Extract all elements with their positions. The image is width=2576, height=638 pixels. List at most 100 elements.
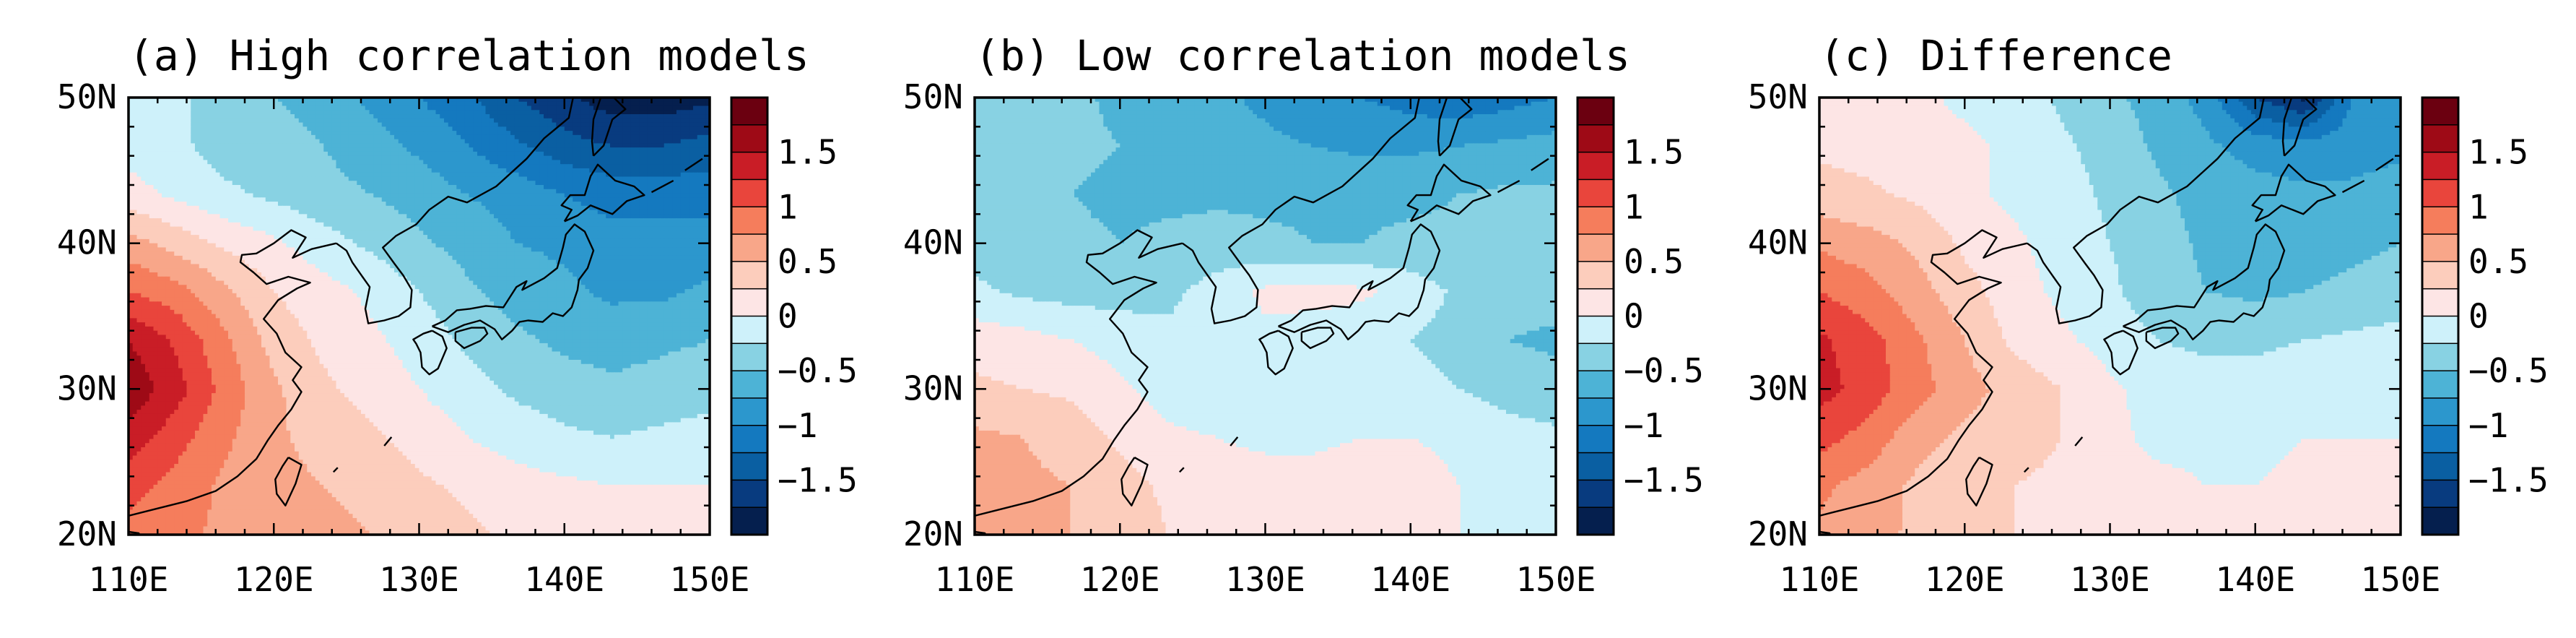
lon-tick-label: 130E — [379, 560, 459, 599]
colorbar-swatch — [731, 288, 768, 317]
colorbar-swatch — [731, 206, 768, 236]
colorbar-swatch — [1577, 479, 1614, 509]
colorbar-swatch — [2421, 288, 2459, 317]
colorbar-swatch — [1577, 233, 1614, 263]
colorbar-swatch — [731, 261, 768, 290]
colorbar-label: 0.5 — [1624, 242, 1684, 281]
colorbar-swatch — [2421, 151, 2459, 181]
lon-tick-label: 130E — [1225, 560, 1305, 599]
lon-tick-label: 110E — [89, 560, 169, 599]
colorbar-label: −1.5 — [1624, 460, 1704, 499]
lon-tick-label: 150E — [670, 560, 750, 599]
colorbar-swatch — [731, 315, 768, 345]
lat-tick-label: 50N — [903, 77, 963, 116]
colorbar-swatch — [1577, 452, 1614, 481]
lat-tick-label: 50N — [1748, 77, 1808, 116]
colorbar-swatch — [1577, 342, 1614, 372]
colorbar-swatch — [2421, 452, 2459, 481]
colorbar-swatch — [731, 233, 768, 263]
lon-tick-label: 110E — [1780, 560, 1860, 599]
lon-tick-label: 140E — [1370, 560, 1450, 599]
colorbar-label: −1 — [1624, 406, 1663, 445]
colorbar-swatch — [731, 425, 768, 454]
colorbar: 1.5 1 0.5 0 −0.5 −1 −1.5 — [2421, 96, 2549, 536]
colorbar-label: 0 — [1624, 297, 1644, 336]
colorbar-swatch — [2421, 425, 2459, 454]
lon-tick-label: 150E — [1516, 560, 1596, 599]
colorbar-label: 0.5 — [778, 242, 837, 281]
panel-b: 110E 120E 130E 140E 150E 50N 40N 30N 20N (b) Low … — [903, 31, 1704, 599]
colorbar-swatch — [731, 479, 768, 509]
colorbar-swatch — [2421, 97, 2459, 126]
colorbar-swatch — [731, 97, 768, 126]
lat-tick-label: 40N — [903, 223, 963, 262]
colorbar-swatch — [1577, 124, 1614, 153]
colorbar-swatch — [2421, 370, 2459, 400]
colorbar-swatch — [1577, 151, 1614, 181]
colorbar-swatch — [2421, 506, 2459, 536]
panel-title: (c) Difference — [1819, 31, 2172, 80]
contour-field — [129, 98, 710, 535]
colorbar-swatch — [1577, 315, 1614, 345]
lat-tick-label: 40N — [1748, 223, 1808, 262]
lat-tick-label: 20N — [903, 514, 963, 553]
colorbar-swatch — [731, 370, 768, 400]
lon-tick-label: 140E — [2215, 560, 2295, 599]
colorbar-swatch — [2421, 479, 2459, 509]
colorbar-swatch — [731, 342, 768, 372]
lat-tick-label: 50N — [57, 77, 117, 116]
lat-tick-label: 30N — [1748, 368, 1808, 408]
colorbar-swatch — [1577, 425, 1614, 454]
lat-tick-label: 20N — [57, 514, 117, 553]
colorbar-swatch — [731, 397, 768, 427]
colorbar-swatch — [2421, 342, 2459, 372]
colorbar-swatch — [2421, 397, 2459, 427]
colorbar-swatch — [731, 124, 768, 153]
colorbar-label: −0.5 — [778, 351, 858, 390]
coastlines — [1819, 98, 2394, 535]
colorbar-swatch — [731, 151, 768, 181]
colorbar: 1.5 1 0.5 0 −0.5 −1 −1.5 — [1576, 96, 1704, 536]
lat-tick-label: 40N — [57, 223, 117, 262]
colorbar-swatch — [731, 178, 768, 208]
lon-tick-label: 140E — [524, 560, 604, 599]
colorbar-swatch — [1577, 506, 1614, 536]
colorbar-swatch — [1577, 397, 1614, 427]
colorbar-label: −0.5 — [2468, 351, 2549, 390]
lon-tick-label: 120E — [1925, 560, 2005, 599]
colorbar-label: 1 — [2468, 187, 2489, 226]
colorbar-swatch — [1577, 178, 1614, 208]
colorbar-label: 1.5 — [2468, 133, 2528, 172]
colorbar: 1.5 1 0.5 0 −0.5 −1 −1.5 — [730, 96, 858, 536]
coastlines — [975, 98, 1549, 535]
colorbar-label: 1 — [1624, 187, 1644, 226]
contour-field — [975, 98, 1556, 535]
colorbar-swatch — [2421, 124, 2459, 153]
colorbar-label: −0.5 — [1624, 351, 1704, 390]
lon-tick-label: 130E — [2070, 560, 2150, 599]
colorbar-swatch — [731, 452, 768, 481]
colorbar-swatch — [2421, 206, 2459, 236]
colorbar-swatch — [1577, 97, 1614, 126]
colorbar-swatch — [1577, 370, 1614, 400]
lon-tick-label: 120E — [234, 560, 314, 599]
colorbar-label: 1 — [778, 187, 798, 226]
panel-a: 110E 120E 130E 140E 150E 50N 40N 30N 20N (a) High… — [57, 31, 858, 599]
colorbar-label: 1.5 — [778, 133, 837, 172]
colorbar-label: −1 — [2468, 406, 2508, 445]
colorbar-swatch — [1577, 288, 1614, 317]
lat-tick-label: 30N — [57, 368, 117, 408]
colorbar-swatch — [2421, 315, 2459, 345]
colorbar-swatch — [2421, 261, 2459, 290]
panel-c: 110E 120E 130E 140E 150E 50N 40N 30N 20N (c) Diff… — [1748, 31, 2549, 599]
colorbar-swatch — [1577, 206, 1614, 236]
colorbar-swatch — [1577, 261, 1614, 290]
colorbar-label: 0 — [778, 297, 798, 336]
colorbar-swatch — [2421, 233, 2459, 263]
colorbar-label: −1.5 — [2468, 460, 2549, 499]
colorbar-label: 0.5 — [2468, 242, 2528, 281]
lon-tick-label: 120E — [1080, 560, 1160, 599]
panel-title: (a) High correlation models — [129, 31, 809, 80]
lat-tick-label: 30N — [903, 368, 963, 408]
